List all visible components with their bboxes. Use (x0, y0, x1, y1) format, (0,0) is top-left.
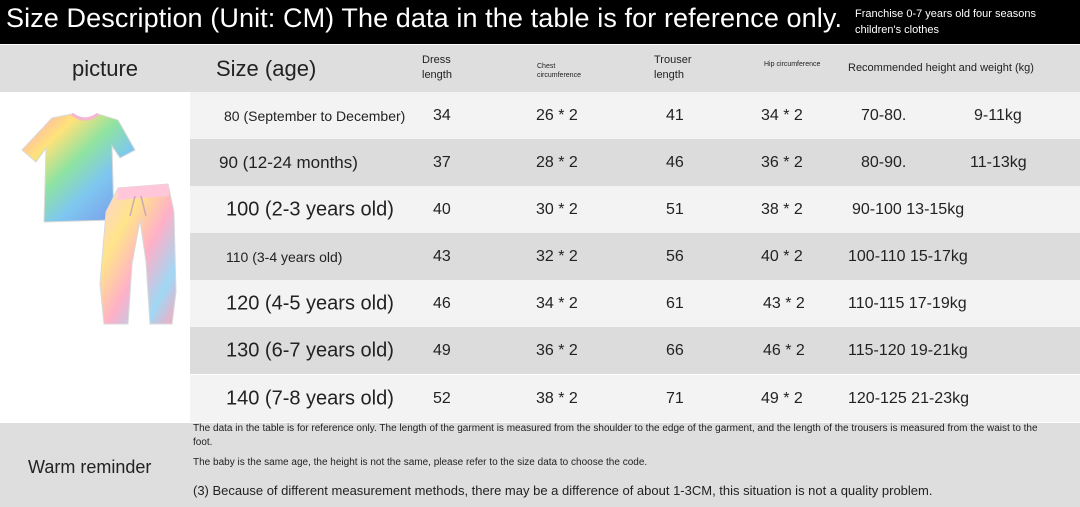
cell-size: 120 (4-5 years old) (226, 292, 394, 314)
cell-height-weight: 90-100 13-15kg (852, 200, 965, 218)
cell-size: 140 (7-8 years old) (226, 387, 394, 409)
cell-size: 100 (2-3 years old) (226, 198, 394, 220)
cell-hip: 40 * 2 (761, 247, 803, 265)
cell-trouser: 56 (666, 247, 684, 265)
title-banner: Size Description (Unit: CM) The data in … (0, 0, 1080, 44)
cell-chest: 26 * 2 (536, 106, 578, 124)
cell-height-weight: 115-120 19-21kg (848, 341, 968, 359)
warm-reminder-section: Warm reminder The data in the table is f… (0, 423, 1080, 507)
reminder-note-height: The baby is the same age, the height is … (193, 457, 648, 468)
cell-size: 110 (3-4 years old) (226, 248, 343, 265)
cell-weight: 9-11kg (974, 106, 1022, 124)
warm-reminder-label: Warm reminder (28, 457, 152, 477)
cell-size: 90 (12-24 months) (219, 152, 358, 172)
table-row: 100 (2-3 years old) 40 30 * 2 51 38 * 2 … (190, 186, 1080, 233)
cell-dress: 43 (433, 247, 451, 265)
cell-weight: 11-13kg (970, 153, 1027, 171)
cell-chest: 34 * 2 (536, 294, 578, 312)
cell-height-weight: 110-115 17-19kg (848, 294, 967, 312)
cell-hip: 36 * 2 (761, 153, 803, 171)
cell-chest: 28 * 2 (536, 153, 578, 171)
table-header: picture Size (age) Dress length Chest ci… (0, 45, 1080, 92)
cell-trouser: 66 (666, 341, 684, 359)
cell-hip: 43 * 2 (763, 294, 805, 312)
cell-trouser: 51 (666, 200, 684, 218)
cell-hip: 49 * 2 (761, 389, 803, 407)
cell-trouser: 71 (666, 389, 684, 407)
table-row: 120 (4-5 years old) 46 34 * 2 61 43 * 2 … (190, 280, 1080, 327)
table-row: 140 (7-8 years old) 52 38 * 2 71 49 * 2 … (190, 375, 1080, 422)
cell-dress: 49 (433, 341, 451, 359)
cell-size: 80 (September to December) (224, 107, 406, 124)
cell-trouser: 41 (666, 106, 684, 124)
cell-height-weight: 100-110 15-17kg (848, 247, 968, 265)
header-picture: picture (72, 56, 139, 81)
table-row: 130 (6-7 years old) 49 36 * 2 66 46 * 2 … (190, 327, 1080, 374)
cell-trouser: 61 (666, 294, 684, 312)
cell-dress: 52 (433, 389, 451, 407)
banner-subtitle: Franchise 0-7 years old four seasons chi… (855, 8, 1036, 36)
reminder-note-measurement: The data in the table is for reference o… (193, 423, 1038, 448)
cell-chest: 36 * 2 (536, 341, 578, 359)
table-row: 110 (3-4 years old) 43 32 * 2 56 40 * 2 … (190, 233, 1080, 280)
cell-dress: 46 (433, 294, 451, 312)
cell-trouser: 46 (666, 153, 684, 171)
cell-height: 70-80. (861, 106, 907, 124)
reminder-note-difference: (3) Because of different measurement met… (193, 483, 933, 498)
header-hip: Hip circumference (764, 61, 821, 68)
cell-chest: 32 * 2 (536, 247, 578, 265)
cell-dress: 37 (433, 153, 451, 171)
tie-dye-outfit-icon (21, 112, 177, 325)
cell-height-weight: 120-125 21-23kg (848, 389, 969, 407)
cell-dress: 40 (433, 200, 451, 218)
header-recommended: Recommended height and weight (kg) (848, 62, 1034, 74)
header-size: Size (age) (216, 56, 317, 81)
header-chest: Chest circumference (537, 63, 581, 79)
product-image (0, 92, 190, 422)
cell-hip: 46 * 2 (763, 341, 805, 359)
cell-size: 130 (6-7 years old) (226, 339, 394, 361)
cell-height: 80-90. (861, 153, 907, 171)
cell-dress: 34 (433, 106, 451, 124)
cell-chest: 30 * 2 (536, 200, 578, 218)
table-row: 80 (September to December) 34 26 * 2 41 … (190, 92, 1080, 139)
cell-hip: 38 * 2 (761, 200, 803, 218)
cell-chest: 38 * 2 (536, 389, 578, 407)
page-title: Size Description (Unit: CM) The data in … (6, 3, 843, 33)
cell-hip: 34 * 2 (761, 106, 803, 124)
table-row: 90 (12-24 months) 37 28 * 2 46 36 * 2 80… (190, 139, 1080, 186)
header-dress-length: Dress length (422, 54, 452, 81)
header-trouser-length: Trouser length (654, 54, 692, 81)
